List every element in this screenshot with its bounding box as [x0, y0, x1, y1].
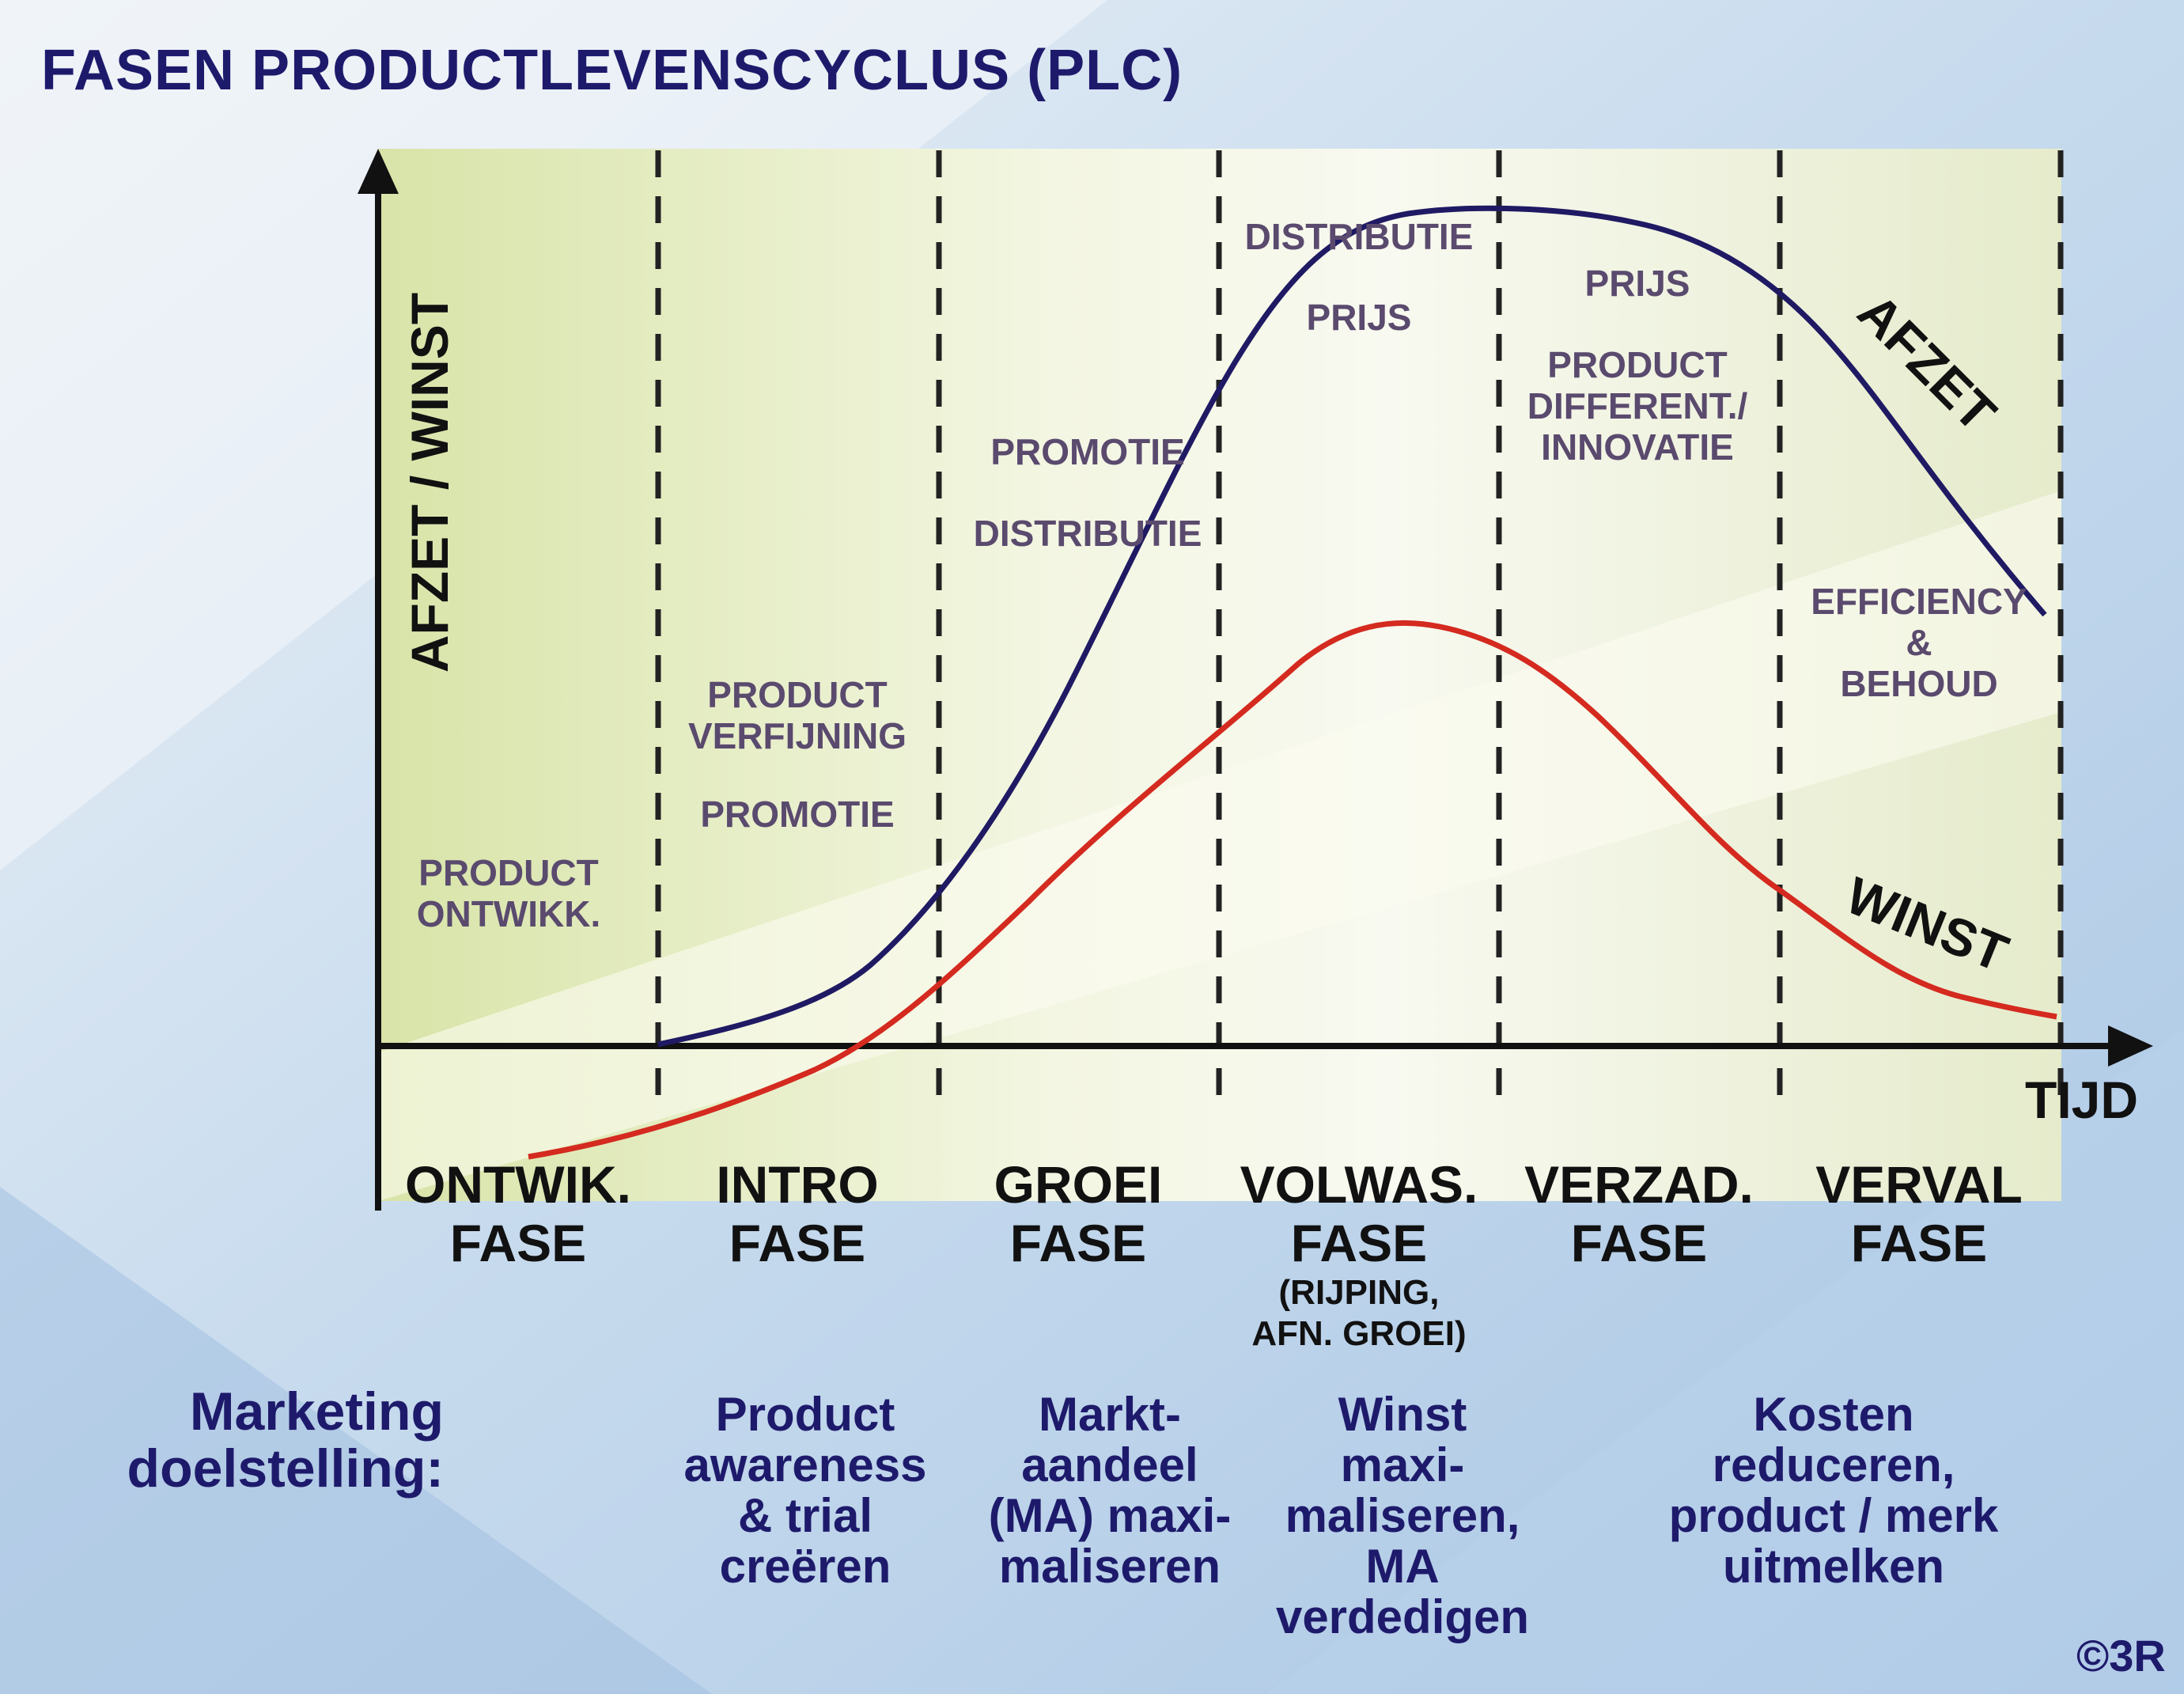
axes: [358, 149, 2153, 1211]
y-axis-arrow: [358, 149, 399, 194]
copyright-logo: ©3R: [2076, 1631, 2166, 1681]
note-product-ontwikk: PRODUCT ONTWIKK.: [417, 852, 601, 934]
note-text: PRODUCT ONTWIKK.: [416, 852, 601, 934]
note-promotie-intro: PROMOTIE: [700, 794, 895, 835]
objective-intro: Product awareness & trial creëren: [683, 1388, 927, 1593]
note-prijs-verzad: PRIJS: [1584, 263, 1690, 304]
afzet-curve: [657, 205, 2047, 1048]
phase-intro: INTRO FASE: [716, 1155, 878, 1272]
note-prijs-volwas: PRIJS: [1306, 297, 1412, 338]
note-text: EFFICIENCY & BEHOUD: [1811, 581, 2027, 704]
phase-name: GROEI: [994, 1155, 1163, 1214]
phase-groei: GROEI FASE: [994, 1155, 1163, 1272]
x-axis-label: TIJD: [2025, 1071, 2139, 1129]
note-efficiency-behoud: EFFICIENCY & BEHOUD: [1811, 581, 2027, 704]
phase-verzad: VERZAD. FASE: [1524, 1155, 1754, 1272]
phase-sub: FASE: [1570, 1214, 1708, 1272]
note-product-innovatie: PRODUCT DIFFERENT./ INNOVATIE: [1527, 344, 1748, 468]
phase-name: VERZAD.: [1524, 1155, 1754, 1214]
note-distributie-groei: DISTRIBUTIE: [973, 513, 1202, 554]
note-product-verfijning: PRODUCT VERFIJNING: [688, 674, 907, 756]
winst-curve: [528, 620, 2057, 1160]
phase-verval: VERVAL FASE: [1815, 1155, 2023, 1272]
phase-name: INTRO: [716, 1155, 879, 1214]
note-promotie-groei: PROMOTIE: [990, 431, 1185, 472]
phase-sub: FASE: [1009, 1214, 1147, 1272]
phase-ontwik: ONTWIK. FASE: [405, 1155, 631, 1272]
phase-sub: FASE: [1850, 1214, 1988, 1272]
note-text: PRODUCT VERFIJNING: [687, 674, 907, 756]
phase-name: VERVAL: [1815, 1155, 2023, 1214]
phase-name: VOLWAS.: [1240, 1155, 1478, 1214]
objective-groei: Markt- aandeel (MA) maxi- maliseren: [988, 1388, 1232, 1593]
marketing-label: Marketing doelstelling:: [127, 1381, 444, 1499]
page-title: FASEN PRODUCTLEVENSCYCLUS (PLC): [41, 39, 1183, 102]
objective-volwas: Winst maxi- maliseren, MA verdedigen: [1275, 1388, 1530, 1643]
objective-verval: Kosten reduceren, product / merk uitmelk…: [1668, 1388, 1999, 1593]
x-axis-arrow: [2108, 1025, 2153, 1067]
phase-volwas: VOLWAS. FASE (RIJPING, AFN. GROEI): [1240, 1155, 1478, 1355]
phase-sub: FASE: [449, 1214, 587, 1272]
phase-dividers: [655, 150, 2064, 1114]
phase-sub: FASE: [729, 1214, 866, 1272]
phase-name: ONTWIK.: [405, 1155, 631, 1214]
note-distributie-volwas: DISTRIBUTIE: [1244, 216, 1474, 257]
note-text: PRODUCT DIFFERENT./ INNOVATIE: [1527, 344, 1748, 468]
phase-note: (RIJPING, AFN. GROEI): [1251, 1273, 1467, 1353]
y-axis-label: AFZET / WINST: [400, 292, 459, 673]
phase-sub: FASE: [1290, 1214, 1428, 1272]
